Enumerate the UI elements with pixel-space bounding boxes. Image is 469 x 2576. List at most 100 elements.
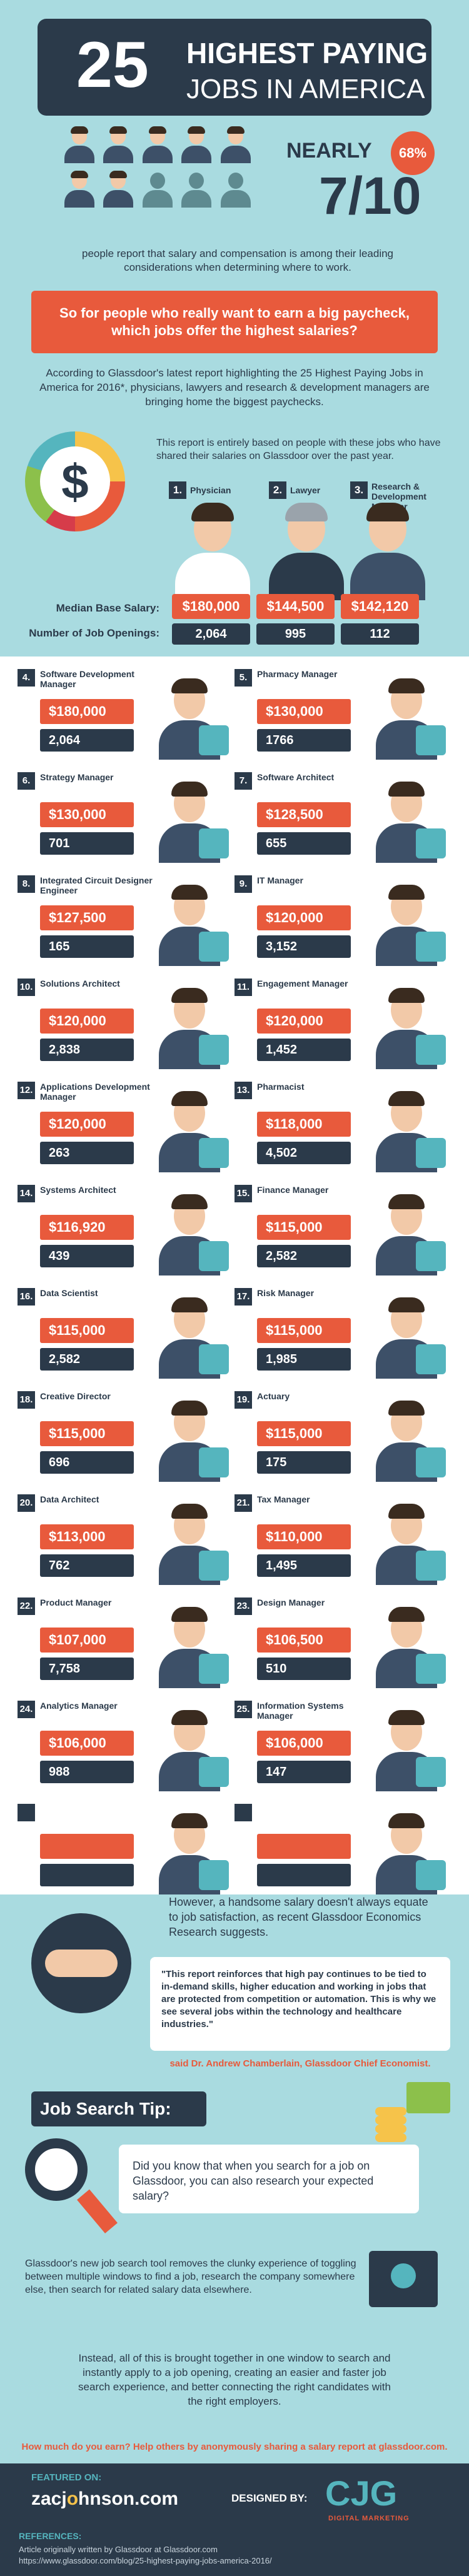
openings-pill: [257, 1864, 351, 1886]
salary-pill: $120,000: [257, 1009, 351, 1034]
rank-badge: 3.: [350, 481, 368, 499]
salary-pill: $130,000: [40, 802, 134, 827]
rank-badge: 13.: [234, 1082, 252, 1099]
rank-badge: 8.: [18, 875, 35, 893]
salary-pill: $128,500: [257, 802, 351, 827]
job-title: Integrated Circuit Designer Engineer: [40, 875, 153, 895]
job-avatar: [372, 1091, 446, 1172]
openings-pill: 701: [40, 832, 134, 855]
openings-pill: 1,452: [257, 1039, 351, 1061]
top3-labels: 1. Physician 2. Lawyer 3. Research & Dev…: [169, 481, 463, 581]
job-title: Data Architect: [40, 1494, 99, 1504]
job-card: [234, 1804, 466, 1904]
handshake-icon: [31, 1913, 131, 2013]
job-title: Actuary: [257, 1391, 290, 1401]
job-avatar: [155, 1091, 229, 1172]
openings-pill: 2,064: [40, 729, 134, 752]
job-openings-label: Number of Job Openings:: [29, 627, 159, 639]
job-card: 21. Tax Manager $110,000 1,495: [234, 1494, 466, 1594]
job-card: 9. IT Manager $120,000 3,152: [234, 875, 466, 975]
job-avatar: [372, 988, 446, 1069]
job-title: Finance Manager: [257, 1185, 329, 1195]
magnifier-icon: [25, 2138, 118, 2233]
openings-pill: 2,064: [172, 623, 250, 645]
instead-text: Instead, all of this is brought together…: [78, 2352, 391, 2407]
job-card: 19. Actuary $115,000 175: [234, 1391, 466, 1491]
openings-pill: 263: [40, 1142, 134, 1164]
rank-badge: [18, 1804, 35, 1821]
salary-pill: $113,000: [40, 1524, 134, 1549]
glassdoor-tool-text: Glassdoor's new job search tool removes …: [25, 2258, 356, 2295]
zac-o: o: [66, 2488, 79, 2509]
title-line-1: HIGHEST PAYING: [186, 37, 428, 69]
job-avatar: [372, 1401, 446, 1482]
job-avatar: [155, 1401, 229, 1482]
job-title: Lawyer: [290, 485, 321, 495]
salary-pill: $120,000: [257, 905, 351, 930]
job-card: 12. Applications Development Manager $120,…: [18, 1082, 249, 1182]
rank-badge: 9.: [234, 875, 252, 893]
openings-pill: [40, 1864, 134, 1886]
salary-pill: $130,000: [257, 699, 351, 724]
openings-pill: 4,502: [257, 1142, 351, 1164]
job-title: Creative Director: [40, 1391, 111, 1401]
salary-pill: $120,000: [40, 1009, 134, 1034]
openings-pill: 112: [341, 623, 419, 645]
rank-badge: 12.: [18, 1082, 35, 1099]
job-card: 7. Software Architect $128,500 655: [234, 772, 466, 872]
job-avatar: [155, 782, 229, 863]
salary-pill: $115,000: [257, 1318, 351, 1343]
rank-badge: [234, 1804, 252, 1821]
person-silhouette-icon: [219, 173, 253, 208]
person-silhouette-icon: [179, 173, 213, 208]
job-avatar: [155, 1607, 229, 1688]
job-avatar: [372, 1297, 446, 1379]
job-avatar: [372, 1607, 446, 1688]
rank-badge: 7.: [234, 772, 252, 790]
job-card: 20. Data Architect $113,000 762: [18, 1494, 249, 1594]
job-title: Analytics Manager: [40, 1701, 118, 1711]
job-avatar: [155, 1297, 229, 1379]
salary-pill: $118,000: [257, 1112, 351, 1137]
openings-pill: 2,838: [40, 1039, 134, 1061]
title-line-2: JOBS IN AMERICA: [186, 74, 425, 104]
openings-pill: 439: [40, 1245, 134, 1267]
job-avatar: [372, 782, 446, 863]
job-card: 5. Pharmacy Manager $130,000 1766: [234, 669, 466, 769]
job-title: Design Manager: [257, 1597, 325, 1607]
dollar-donut-icon: $: [25, 431, 125, 531]
rank-badge: 2.: [269, 481, 286, 499]
references-label: REFERENCES:: [19, 2531, 82, 2541]
openings-pill: 995: [256, 623, 335, 645]
lawyer-avatar: [266, 503, 347, 600]
salary-pill: $144,500: [256, 594, 335, 619]
person-icon: [63, 126, 96, 163]
quote-attribution: said Dr. Andrew Chamberlain, Glassdoor C…: [169, 2058, 431, 2069]
job-avatar: [155, 1813, 229, 1894]
however-text: However, a handsome salary doesn't alway…: [169, 1896, 428, 1938]
openings-pill: 762: [40, 1554, 134, 1577]
job-card: 18. Creative Director $115,000 696: [18, 1391, 249, 1491]
rank-badge: 20.: [18, 1494, 35, 1512]
rd-manager-avatar: [347, 503, 428, 600]
openings-pill: 1766: [257, 729, 351, 752]
job-avatar: [155, 678, 229, 760]
openings-pill: 2,582: [40, 1348, 134, 1371]
physician-avatar: [172, 503, 253, 600]
person-icon: [219, 126, 253, 163]
job-title: IT Manager: [257, 875, 303, 885]
job-card: 14. Systems Architect $116,920 439: [18, 1185, 249, 1285]
footer-section: However, a handsome salary doesn't alway…: [0, 1894, 469, 2576]
job-title: Software Development Manager: [40, 669, 134, 689]
zac-pre: zacj: [31, 2488, 67, 2509]
salary-pill: [40, 1834, 134, 1859]
job-card: 16. Data Scientist $115,000 2,582: [18, 1288, 249, 1388]
job-card: 25. Information Systems Manager $106,000 14…: [234, 1701, 466, 1801]
rank-badge: 17.: [234, 1288, 252, 1306]
rank-badge: 16.: [18, 1288, 35, 1306]
according-text: According to Glassdoor's latest report h…: [39, 367, 430, 408]
job-avatar: [372, 678, 446, 760]
job-avatar: [372, 1813, 446, 1894]
report-note: This report is entirely based on people …: [156, 438, 441, 461]
job-search-tip-heading: Job Search Tip:: [31, 2091, 206, 2126]
